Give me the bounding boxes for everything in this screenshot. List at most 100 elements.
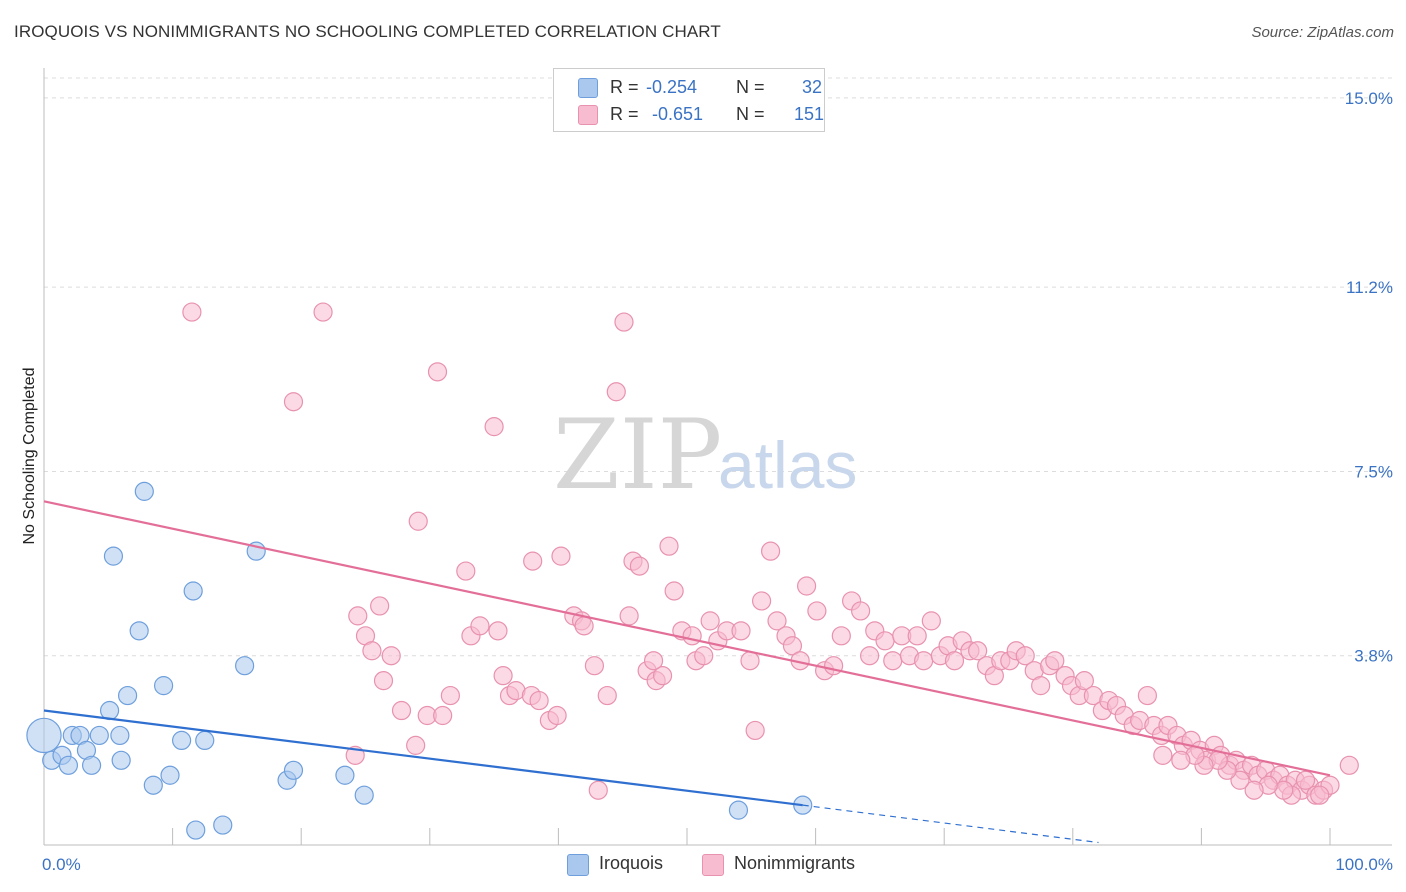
trendlines [43,500,1331,844]
chart-title: IROQUOIS VS NONIMMIGRANTS NO SCHOOLING C… [14,22,721,41]
data-point-nonimmigrants [406,735,426,755]
legend-n-value: 151 [794,104,825,124]
legend-n-value: 32 [802,77,823,97]
data-point-nonimmigrants [1310,785,1330,805]
trendline-nonimmigrants [43,500,1331,777]
data-point-nonimmigrants [875,631,895,651]
y-tick-label: 7.5% [1354,462,1393,481]
data-point-nonimmigrants [619,606,639,626]
data-point-nonimmigrants [664,581,684,601]
legend-swatch-iroquois [578,78,598,98]
data-point-nonimmigrants [313,302,333,322]
legend-n-label: N = [736,104,765,124]
bottom-legend-swatch-nonimmigrants [702,854,724,876]
data-point-nonimmigrants [700,611,720,631]
grid-lines [44,77,1392,657]
data-point-iroquois [195,730,215,751]
data-point-nonimmigrants [851,601,871,621]
data-point-nonimmigrants [456,561,476,581]
data-point-nonimmigrants [529,690,549,711]
data-point-nonimmigrants [584,656,605,676]
legend-r-label: R = [610,104,639,124]
trendline-extension-iroquois [802,804,1099,844]
data-point-iroquois [134,481,154,501]
data-point-nonimmigrants [1045,651,1065,671]
x-tick-label: 0.0% [42,855,81,874]
data-point-nonimmigrants [796,576,817,596]
data-point-iroquois [58,755,79,775]
legend-n-label: N = [736,77,765,97]
data-point-nonimmigrants [1171,750,1191,770]
data-point-nonimmigrants [921,611,941,631]
data-point-nonimmigrants [574,616,594,636]
data-point-iroquois [186,820,206,840]
y-tick-label: 11.2% [1346,278,1393,297]
data-point-nonimmigrants [782,636,803,656]
data-point-nonimmigrants [440,685,460,706]
legend-swatch-nonimmigrants [578,105,598,125]
data-point-nonimmigrants [883,651,903,671]
data-point-iroquois [354,785,374,805]
data-point-nonimmigrants [659,536,679,556]
source-label: Source: ZipAtlas.com [1251,24,1394,41]
data-point-nonimmigrants [944,651,965,671]
data-point-iroquois [103,546,124,566]
data-point-nonimmigrants [643,651,664,671]
data-point-nonimmigrants [1230,770,1250,790]
data-point-iroquois [235,656,255,676]
data-point-nonimmigrants [348,606,368,626]
data-point-nonimmigrants [652,666,673,686]
data-point-nonimmigrants [1153,745,1173,765]
data-point-nonimmigrants [488,621,508,641]
data-point-nonimmigrants [751,591,772,611]
data-point-nonimmigrants [484,417,504,437]
data-points [26,302,1359,840]
data-point-iroquois [160,765,180,785]
data-point-nonimmigrants [614,312,634,332]
data-point-nonimmigrants [370,596,390,616]
watermark-atlas: atlas [718,428,857,502]
data-point-nonimmigrants [551,546,571,566]
data-point-iroquois [213,815,233,835]
data-point-nonimmigrants [914,651,934,671]
data-point-iroquois [153,676,174,696]
data-point-nonimmigrants [1074,671,1094,691]
legend-r-value: -0.651 [652,104,704,124]
data-point-iroquois [89,725,109,746]
data-point-iroquois [111,750,131,770]
y-axis-title: No Schooling Completed [21,368,38,545]
data-point-nonimmigrants [760,541,781,561]
data-point-iroquois [81,755,102,775]
data-point-nonimmigrants [1015,646,1035,666]
data-point-iroquois [129,621,149,641]
tick-labels: 3.8% 7.5% 11.2% 15.0% 0.0% 100.0% [42,89,1393,874]
data-point-iroquois [143,775,163,795]
data-point-iroquois [172,730,192,751]
watermark-zip: ZIP [553,399,722,511]
data-point-nonimmigrants [381,646,401,666]
data-point-nonimmigrants [182,302,202,322]
data-point-nonimmigrants [694,646,714,666]
data-point-nonimmigrants [731,621,751,641]
data-point-iroquois [117,685,138,706]
data-point-nonimmigrants [433,705,453,726]
data-point-nonimmigrants [547,705,567,726]
data-point-nonimmigrants [373,671,394,691]
data-point-nonimmigrants [860,646,880,666]
bottom-legend-label: Nonimmigrants [734,853,856,873]
data-point-nonimmigrants [597,685,617,706]
data-point-nonimmigrants [1137,685,1157,706]
data-point-nonimmigrants [907,626,927,646]
data-point-nonimmigrants [1339,755,1359,775]
legend: R = -0.254 N = 32 R = -0.651 N = 151 [553,68,825,132]
y-tick-label: 3.8% [1354,647,1393,666]
data-point-nonimmigrants [767,611,787,631]
bottom-legend-label: Iroquois [599,853,664,873]
data-point-nonimmigrants [391,700,412,721]
legend-r-label: R = [610,77,639,97]
data-point-iroquois [110,725,130,746]
data-point-nonimmigrants [1295,770,1316,790]
data-point-nonimmigrants [588,780,608,800]
data-point-iroquois [283,760,304,780]
data-point-nonimmigrants [629,556,650,576]
